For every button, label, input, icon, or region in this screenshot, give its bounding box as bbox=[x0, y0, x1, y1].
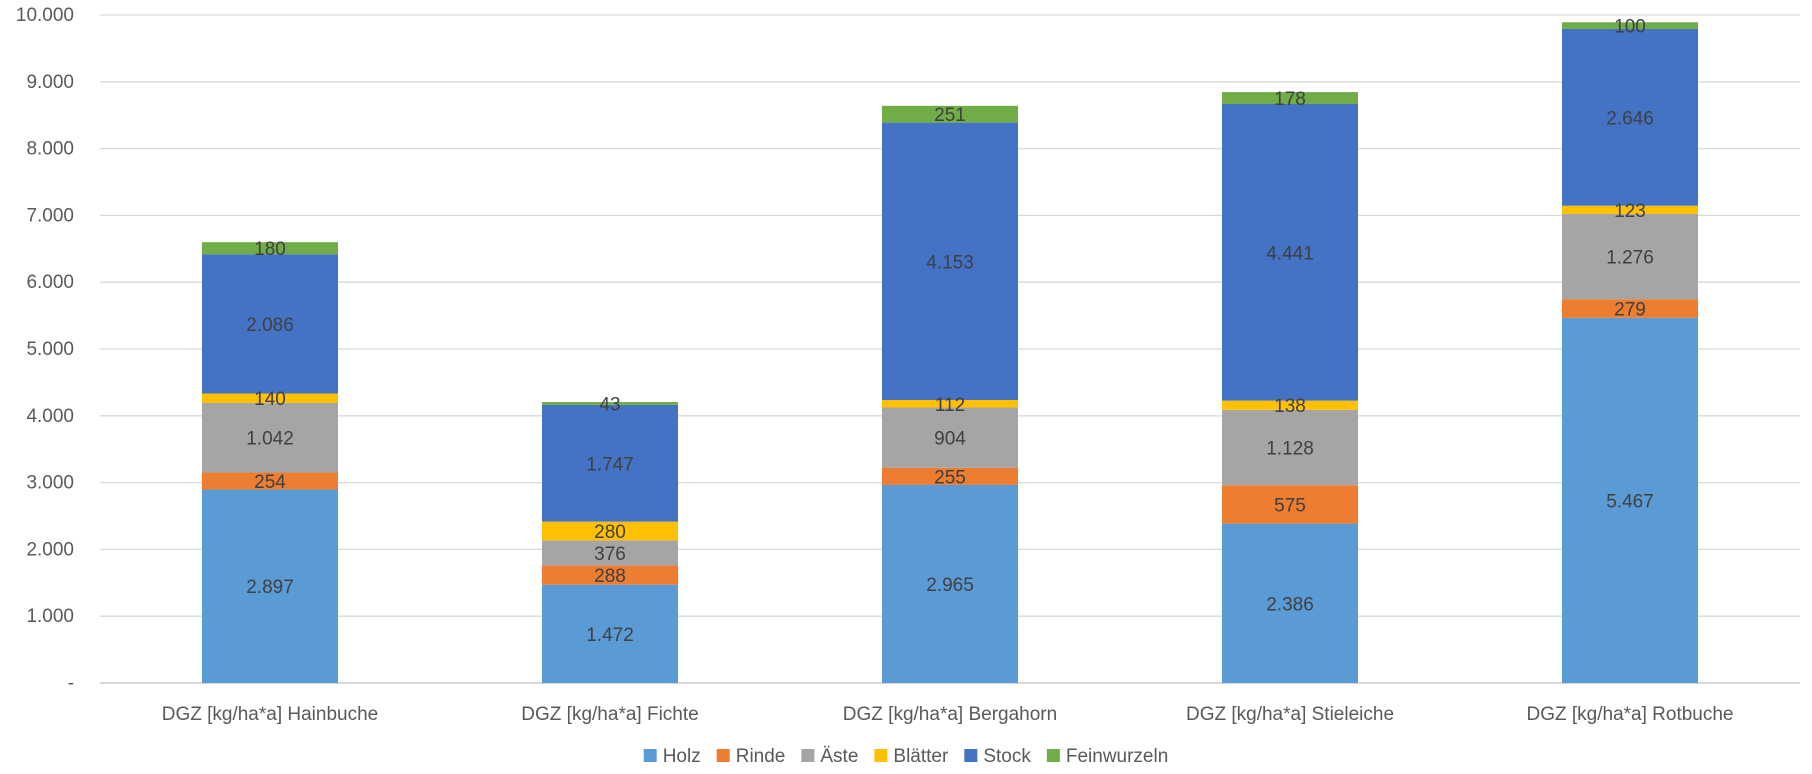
data-label: 904 bbox=[934, 429, 966, 450]
data-label: 2.646 bbox=[1606, 108, 1654, 129]
bar-segment-holz bbox=[1222, 523, 1358, 683]
data-label: 4.153 bbox=[926, 252, 974, 273]
y-tick-label: 7.000 bbox=[26, 205, 74, 226]
y-tick-label: - bbox=[68, 673, 74, 694]
bar-segment-stock bbox=[1562, 28, 1698, 206]
bar-segment-feinwurzeln bbox=[1222, 92, 1358, 104]
bar-segment-äste bbox=[1562, 213, 1698, 300]
bar-segment-blätter bbox=[1222, 400, 1358, 410]
data-label: 138 bbox=[1274, 396, 1306, 417]
legend-label: Holz bbox=[663, 746, 701, 767]
legend-label: Äste bbox=[820, 746, 858, 767]
data-label: 180 bbox=[254, 239, 286, 260]
data-label: 123 bbox=[1614, 201, 1646, 222]
data-label: 254 bbox=[254, 472, 286, 493]
data-label: 2.086 bbox=[246, 315, 294, 336]
data-label: 43 bbox=[599, 394, 620, 415]
data-label: 2.965 bbox=[926, 575, 974, 596]
data-label: 5.467 bbox=[1606, 491, 1654, 512]
data-label: 376 bbox=[594, 544, 626, 565]
y-tick-label: 9.000 bbox=[26, 72, 74, 93]
data-label: 280 bbox=[594, 522, 626, 543]
bar-segment-holz bbox=[882, 484, 1018, 683]
bar-segment-blätter bbox=[542, 521, 678, 541]
data-label: 1.747 bbox=[586, 454, 634, 475]
y-tick-label: 1.000 bbox=[26, 606, 74, 627]
data-label: 279 bbox=[1614, 299, 1646, 320]
data-label: 1.128 bbox=[1266, 439, 1314, 460]
legend-swatch bbox=[716, 749, 730, 762]
bar-segment-holz bbox=[202, 489, 338, 683]
data-label: 4.441 bbox=[1266, 243, 1314, 264]
bar-segment-holz bbox=[1562, 317, 1698, 683]
bar-segment-rinde bbox=[202, 472, 338, 490]
data-label: 2.386 bbox=[1266, 594, 1314, 615]
bar-segment-rinde bbox=[882, 467, 1018, 485]
x-category-label: DGZ [kg/ha*a] Hainbuche bbox=[162, 704, 379, 725]
bar-segment-äste bbox=[202, 402, 338, 473]
y-tick-label: 10.000 bbox=[16, 5, 74, 26]
bar-segment-äste bbox=[882, 407, 1018, 468]
data-label: 1.472 bbox=[586, 625, 634, 646]
data-label: 1.042 bbox=[246, 429, 294, 450]
y-tick-label: 5.000 bbox=[26, 339, 74, 360]
bar-segment-äste bbox=[542, 540, 678, 566]
legend-label: Rinde bbox=[736, 746, 786, 767]
data-label: 112 bbox=[935, 395, 965, 416]
y-tick-label: 3.000 bbox=[26, 473, 74, 494]
y-axis-tick-labels: - 1.000 2.000 3.000 4.000 5.000 6.000 7.000 8.00… bbox=[16, 5, 74, 694]
data-label: 140 bbox=[254, 389, 286, 410]
x-category-label: DGZ [kg/ha*a] Rotbuche bbox=[1527, 704, 1734, 725]
bar-segment-blätter bbox=[202, 393, 338, 403]
x-axis-category-labels: DGZ [kg/ha*a] Hainbuche DGZ [kg/ha*a] Fic… bbox=[162, 704, 1734, 725]
data-label: 575 bbox=[1274, 495, 1306, 516]
bar-segment-feinwurzeln bbox=[542, 402, 678, 405]
bar-segment-äste bbox=[1222, 409, 1358, 486]
x-category-label: DGZ [kg/ha*a] Fichte bbox=[521, 704, 698, 725]
bar-segment-feinwurzeln bbox=[1562, 22, 1698, 29]
x-category-label: DGZ [kg/ha*a] Bergahorn bbox=[843, 704, 1057, 725]
data-label: 100 bbox=[1614, 17, 1646, 38]
legend-label: Feinwurzeln bbox=[1066, 746, 1168, 767]
bar-segment-feinwurzeln bbox=[882, 105, 1018, 123]
bar-segment-feinwurzeln bbox=[202, 242, 338, 255]
bar-segment-holz bbox=[542, 584, 678, 683]
y-tick-label: 8.000 bbox=[26, 139, 74, 160]
bars bbox=[202, 22, 1698, 683]
legend: Holz Rinde Äste Blätter Stock Feinwurzeln bbox=[643, 746, 1168, 767]
legend-swatch bbox=[801, 749, 815, 762]
legend-label: Stock bbox=[983, 746, 1031, 767]
legend-swatch bbox=[1046, 749, 1060, 762]
data-label: 2.897 bbox=[246, 577, 294, 598]
y-tick-label: 4.000 bbox=[26, 406, 74, 427]
x-category-label: DGZ [kg/ha*a] Stieleiche bbox=[1186, 704, 1394, 725]
data-label: 255 bbox=[934, 467, 966, 488]
legend-swatch bbox=[964, 749, 978, 762]
legend-swatch bbox=[874, 749, 888, 762]
bar-segment-blätter bbox=[882, 400, 1018, 408]
data-label: 288 bbox=[594, 566, 626, 587]
bar-segment-stock bbox=[542, 404, 678, 522]
legend-label: Blätter bbox=[893, 746, 949, 767]
data-label: 251 bbox=[934, 105, 966, 126]
bar-segment-rinde bbox=[542, 565, 678, 585]
bar-segment-rinde bbox=[1222, 485, 1358, 524]
bar-segment-rinde bbox=[1562, 299, 1698, 318]
y-tick-label: 2.000 bbox=[26, 539, 74, 560]
bar-segment-stock bbox=[202, 254, 338, 394]
bar-segment-stock bbox=[882, 122, 1018, 401]
bar-segment-stock bbox=[1222, 103, 1358, 401]
y-tick-label: 6.000 bbox=[26, 272, 74, 293]
legend-swatch bbox=[643, 749, 657, 762]
data-label: 178 bbox=[1274, 89, 1306, 110]
bar-segment-blätter bbox=[1562, 205, 1698, 214]
data-label: 1.276 bbox=[1606, 248, 1654, 269]
